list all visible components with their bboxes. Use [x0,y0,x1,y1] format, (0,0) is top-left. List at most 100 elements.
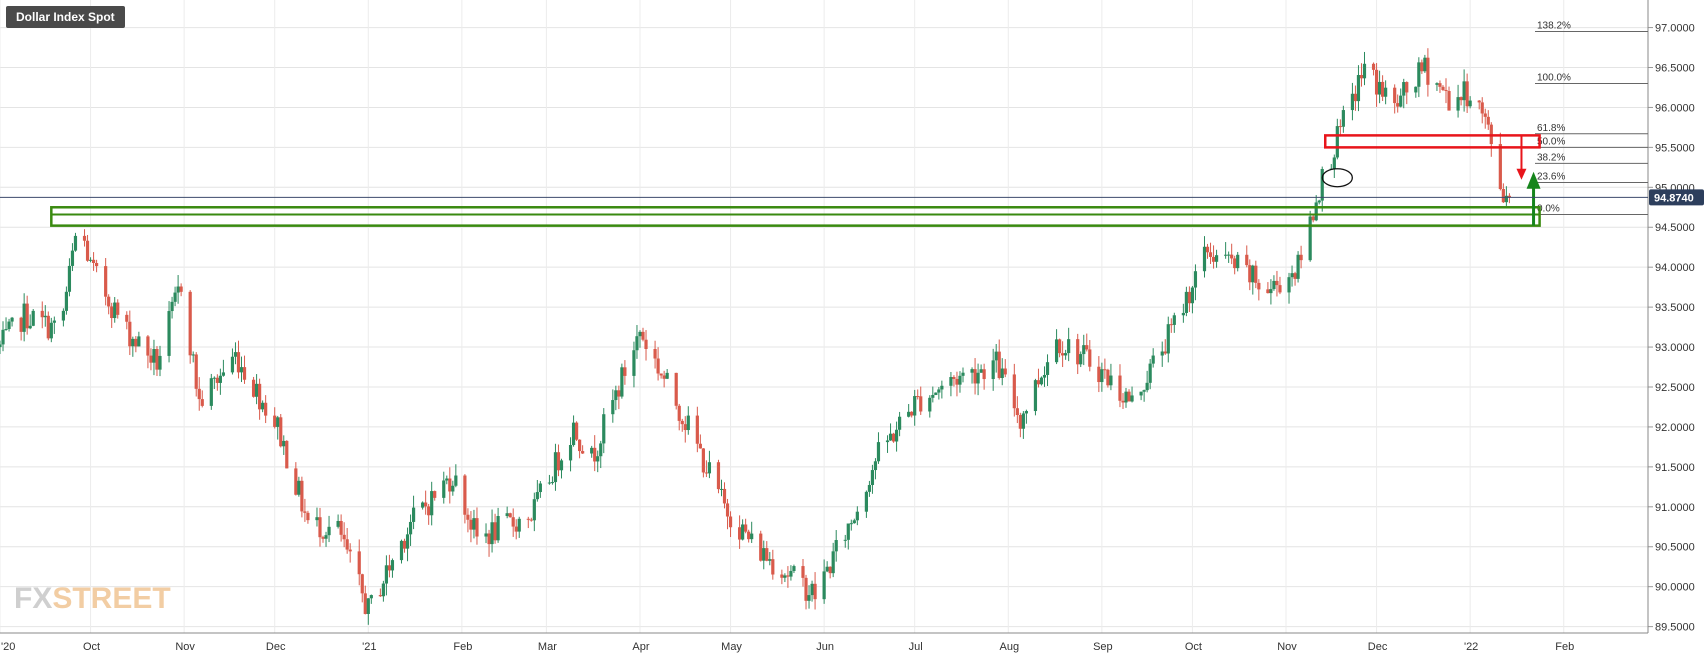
candle-body [979,369,983,373]
candle-body [1384,87,1388,97]
candle-body [765,548,769,561]
candle-body [870,470,875,486]
candle-body [463,475,467,515]
resistance-zone-box [1324,134,1541,149]
candle-body [88,259,93,261]
candle-body [716,462,721,490]
candle-body [1293,273,1297,279]
candle-body [834,540,838,552]
candle-body [535,492,539,500]
candle-body [197,388,201,400]
candle-body [581,451,585,454]
candle-body [952,377,956,379]
candle-body [1272,280,1276,290]
candle-body [475,518,479,537]
fib-level-label: 50.0% [1537,136,1565,147]
candle-body [1208,252,1213,257]
candle-body [46,315,50,339]
candle-body [1402,82,1406,96]
candle-body [1118,375,1122,401]
candle-body [91,259,96,263]
candle-body [849,523,853,525]
candle-body [1257,282,1261,290]
candle-body [134,338,138,347]
candle-body [1109,375,1113,386]
highlight-circle [1321,168,1353,188]
fib-level-label: 100.0% [1537,72,1571,83]
candle-body [43,315,47,318]
candle-body [873,461,878,471]
candle-body [194,354,198,389]
x-tick-label: Aug [999,641,1019,653]
candle-body [1106,369,1110,386]
y-tick-label: 94.5000 [1655,222,1695,234]
candle-body [1338,126,1342,128]
candle-body [888,433,893,441]
candle-body [73,235,78,251]
candle-body [1441,86,1445,90]
candle-body [384,565,389,584]
candle-body [662,375,666,379]
candle-body [538,483,542,493]
candle-body [674,372,678,406]
candle-body [807,595,811,601]
candle-body [804,577,808,601]
candle-body [1061,353,1065,356]
candle-body [1314,202,1318,221]
candle-body [279,417,283,447]
last-price-label: 94.8740 [1654,192,1694,204]
candle-body [28,325,32,329]
candle-body [70,250,75,266]
candle-body [1341,110,1345,127]
x-tick-label: May [721,641,742,653]
candle-body [898,416,902,430]
candle-body [336,520,340,527]
candle-body [792,566,796,571]
fib-level-label: 38.2% [1537,152,1565,163]
candle-body [574,422,579,440]
candle-body [1142,390,1146,392]
candle-body [677,405,681,421]
y-tick-label: 94.0000 [1655,262,1695,274]
candle-body [131,338,135,347]
candle-body [242,367,247,380]
candle-body [1057,339,1062,354]
candle-body [1184,291,1188,313]
candle-body [991,360,995,380]
candle-body [1405,82,1409,93]
candle-body [949,377,953,386]
candle-body [1085,345,1089,350]
candle-body [1374,69,1379,95]
candle-body [469,519,473,530]
candle-body [1224,254,1228,256]
fxstreet-logo: FXSTREET [14,582,171,615]
candle-body [1211,256,1216,262]
x-tick-label: Oct [1185,641,1202,653]
candle-body [1000,368,1004,378]
candle-body [107,296,111,307]
y-tick-label: 90.5000 [1655,542,1695,554]
candle-body [1169,324,1173,326]
x-tick-label: Dec [1368,641,1388,653]
candle-body [411,507,416,522]
y-tick-label: 89.5000 [1655,622,1695,634]
candle-body [783,575,787,578]
candle-body [327,526,331,536]
candle-body [620,367,624,397]
candle-body [701,448,705,473]
y-tick-label: 92.5000 [1655,382,1695,394]
candle-body [704,472,708,474]
y-tick-label: 93.5000 [1655,302,1695,314]
candle-body [369,595,373,599]
candle-body [472,518,476,530]
candle-body [843,539,847,541]
candle-body [1012,374,1016,409]
candle-body [578,439,582,452]
candle-body [1296,254,1300,279]
candle-body [1160,351,1164,356]
candle-body [934,392,938,395]
candle-body [95,262,99,267]
x-tick-label: '22 [1464,641,1478,653]
candle-body [1227,254,1231,256]
candle-body [152,349,156,363]
